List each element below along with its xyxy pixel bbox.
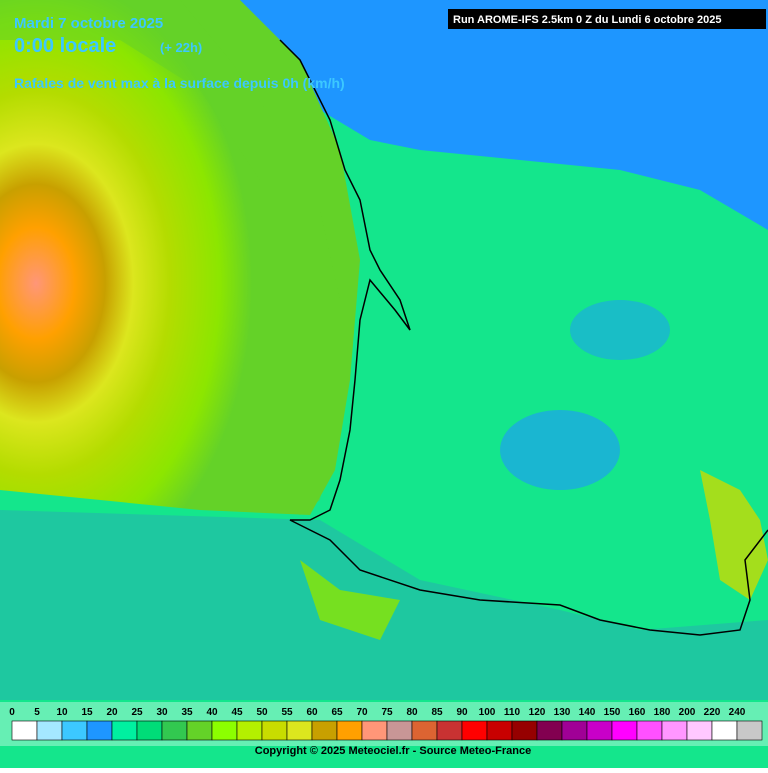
legend-label: 150 <box>604 707 621 718</box>
legend-label: 70 <box>356 707 368 718</box>
legend-label: 110 <box>504 707 521 718</box>
mountain-patch <box>700 470 768 600</box>
legend-label: 120 <box>529 707 546 718</box>
legend-label: 80 <box>406 707 418 718</box>
legend-label: 5 <box>34 707 40 718</box>
legend-swatch <box>36 720 63 741</box>
legend-swatch <box>561 720 588 741</box>
legend-label: 0 <box>9 707 15 718</box>
legend-swatch <box>161 720 188 741</box>
legend-swatch <box>611 720 638 741</box>
coastal-band <box>0 0 340 515</box>
legend-label: 75 <box>381 707 393 718</box>
legend-label: 85 <box>431 707 443 718</box>
legend-swatch <box>136 720 163 741</box>
legend-swatch <box>186 720 213 741</box>
time: 0:00 locale <box>14 35 116 57</box>
legend-label: 60 <box>306 707 318 718</box>
run-info: Run AROME-IFS 2.5km 0 Z du Lundi 6 octob… <box>453 14 722 26</box>
legend-swatch <box>636 720 663 741</box>
legend-swatch <box>436 720 463 741</box>
low-wind-patch <box>500 410 620 490</box>
legend-swatch <box>261 720 288 741</box>
legend-swatch <box>461 720 488 741</box>
legend-swatch <box>211 720 238 741</box>
legend-swatch <box>236 720 263 741</box>
legend-label: 55 <box>281 707 293 718</box>
legend-label: 200 <box>679 707 696 718</box>
field-title: Rafales de vent max à la surface depuis … <box>14 75 345 91</box>
legend-swatch <box>111 720 138 741</box>
legend-swatch <box>361 720 388 741</box>
legend-label: 100 <box>479 707 496 718</box>
coastline <box>279 39 768 636</box>
legend-label: 140 <box>579 707 596 718</box>
legend-swatch <box>11 720 38 741</box>
run-box <box>448 9 766 29</box>
legend-label: 220 <box>704 707 721 718</box>
legend-label: 35 <box>181 707 193 718</box>
legend-label: 40 <box>206 707 218 718</box>
legend-label: 90 <box>456 707 468 718</box>
legend-label: 65 <box>331 707 343 718</box>
legend-swatch <box>736 720 763 741</box>
legend-swatch <box>661 720 688 741</box>
date: Mardi 7 octobre 2025 <box>14 15 163 32</box>
legend-label: 30 <box>156 707 168 718</box>
legend-label: 15 <box>81 707 93 718</box>
copyright: Copyright © 2025 Meteociel.fr - Source M… <box>255 745 531 757</box>
legend-swatch <box>386 720 413 741</box>
north-region <box>180 0 768 230</box>
mountain-patch <box>300 560 400 640</box>
legend-swatch <box>86 720 113 741</box>
legend-swatch <box>511 720 538 741</box>
legend-label: 240 <box>729 707 746 718</box>
legend-swatch <box>336 720 363 741</box>
legend-swatch <box>711 720 738 741</box>
legend-label: 50 <box>256 707 268 718</box>
legend-swatch <box>61 720 88 741</box>
offset: (+ 22h) <box>160 40 202 55</box>
legend-label: 180 <box>654 707 671 718</box>
legend-swatch <box>536 720 563 741</box>
legend-label: 20 <box>106 707 118 718</box>
low-wind-patch <box>570 300 670 360</box>
legend-swatch <box>411 720 438 741</box>
legend-swatch <box>311 720 338 741</box>
legend-swatch <box>486 720 513 741</box>
legend-swatch <box>286 720 313 741</box>
legend-label: 45 <box>231 707 243 718</box>
legend-label: 10 <box>56 707 68 718</box>
legend-swatch <box>686 720 713 741</box>
legend: 0 5 10 15 20 25 30 35 40 45 50 55 60 65 70 75 80 85 90 100 1… <box>0 702 768 746</box>
legend-label: 160 <box>629 707 646 718</box>
legend-swatch <box>586 720 613 741</box>
legend-label: 25 <box>131 707 143 718</box>
legend-label: 130 <box>554 707 571 718</box>
